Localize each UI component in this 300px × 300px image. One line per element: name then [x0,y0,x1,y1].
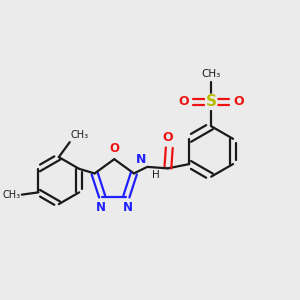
Text: N: N [96,201,106,214]
Text: S: S [206,94,217,109]
Text: O: O [178,95,189,108]
Text: O: O [233,95,244,108]
Text: O: O [163,131,173,144]
Text: CH₃: CH₃ [2,190,20,200]
Text: CH₃: CH₃ [202,70,221,80]
Text: O: O [109,142,119,155]
Text: N: N [123,201,133,214]
Text: N: N [136,153,147,166]
Text: H: H [152,170,160,180]
Text: CH₃: CH₃ [70,130,89,140]
